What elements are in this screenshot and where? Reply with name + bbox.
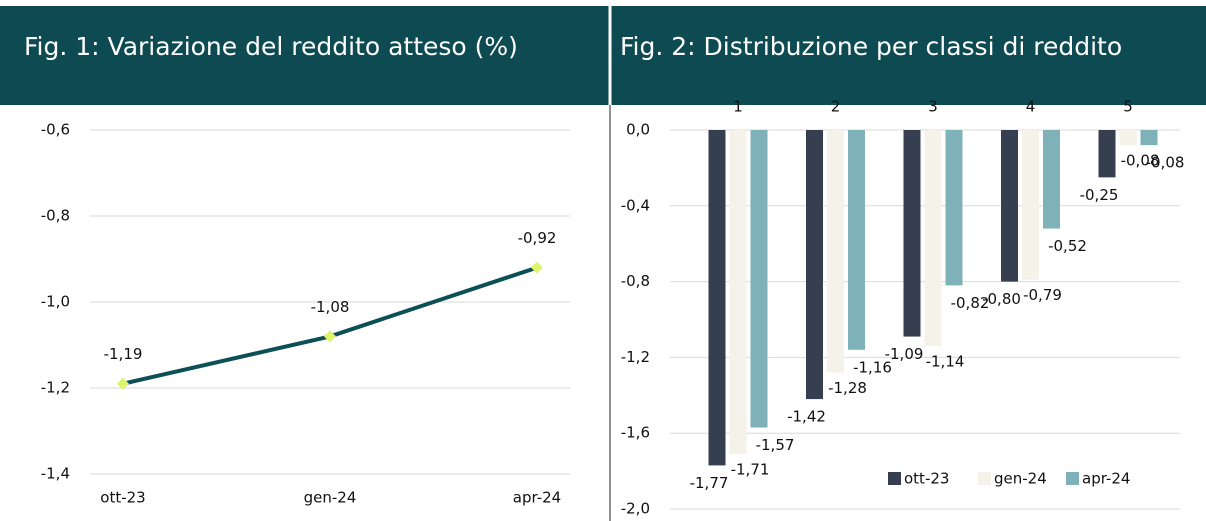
data-label: -0,80 bbox=[982, 290, 1021, 308]
chart-title: Fig. 2: Distribuzione per classi di redd… bbox=[620, 32, 1122, 61]
bar bbox=[1022, 130, 1039, 280]
y-tick-label: -1,6 bbox=[621, 424, 650, 442]
y-tick-label: 0,0 bbox=[626, 121, 650, 139]
chart-title: Fig. 1: Variazione del reddito atteso (%… bbox=[24, 32, 518, 61]
data-label: -1,19 bbox=[104, 345, 143, 363]
x-tick-label: 3 bbox=[928, 98, 938, 116]
y-tick-label: -0,8 bbox=[621, 272, 650, 290]
y-tick-label: -2,0 bbox=[621, 500, 650, 518]
bar bbox=[708, 130, 726, 466]
data-label: -1,09 bbox=[885, 345, 924, 363]
bar bbox=[848, 130, 865, 350]
x-tick-label: apr-24 bbox=[513, 489, 561, 507]
bar bbox=[903, 130, 921, 337]
data-label: -0,79 bbox=[1023, 286, 1062, 304]
legend-swatch bbox=[888, 472, 901, 485]
bar bbox=[1043, 130, 1060, 229]
bar bbox=[806, 130, 823, 400]
data-label: -1,08 bbox=[311, 298, 350, 316]
bar bbox=[945, 130, 963, 286]
marker bbox=[324, 330, 336, 343]
x-tick-label: 2 bbox=[831, 98, 841, 116]
bar bbox=[750, 130, 768, 428]
data-label: -1,71 bbox=[731, 461, 770, 479]
legend-swatch bbox=[978, 472, 991, 485]
x-tick-label: gen-24 bbox=[304, 489, 357, 507]
data-label: -1,57 bbox=[756, 436, 795, 454]
data-label: -0,25 bbox=[1080, 186, 1119, 204]
legend-label: apr-24 bbox=[1082, 470, 1130, 488]
bar bbox=[924, 130, 942, 347]
x-tick-label: 1 bbox=[733, 98, 743, 116]
data-label: -0,92 bbox=[518, 229, 557, 247]
x-tick-label: 5 bbox=[1123, 98, 1133, 116]
marker bbox=[117, 377, 129, 390]
data-label: -0,08 bbox=[1146, 154, 1185, 172]
data-label: -0,52 bbox=[1048, 237, 1087, 255]
marker bbox=[531, 261, 543, 274]
legend-swatch bbox=[1066, 472, 1079, 485]
data-label: -1,42 bbox=[787, 408, 826, 426]
bar bbox=[729, 130, 747, 455]
y-tick-label: -1,4 bbox=[41, 465, 70, 483]
data-label: -0,08 bbox=[1121, 152, 1160, 170]
data-label: -1,16 bbox=[853, 358, 892, 376]
y-tick-label: -1,0 bbox=[41, 293, 70, 311]
y-tick-label: -0,8 bbox=[41, 207, 70, 225]
bar bbox=[827, 130, 844, 373]
line bbox=[122, 265, 538, 386]
y-tick-label: -0,6 bbox=[41, 121, 70, 139]
data-label: -0,82 bbox=[951, 294, 990, 312]
bar bbox=[1140, 130, 1158, 146]
legend-label: gen-24 bbox=[994, 470, 1047, 488]
bar bbox=[1001, 130, 1018, 282]
x-tick-label: 4 bbox=[1026, 98, 1036, 116]
data-label: -1,28 bbox=[828, 379, 867, 397]
y-tick-label: -0,4 bbox=[621, 196, 650, 214]
bar bbox=[1119, 130, 1137, 146]
y-tick-label: -1,2 bbox=[621, 348, 650, 366]
bar bbox=[1098, 130, 1116, 178]
legend-label: ott-23 bbox=[904, 470, 949, 488]
x-tick-label: ott-23 bbox=[100, 489, 145, 507]
data-label: -1,77 bbox=[690, 474, 729, 492]
header-band bbox=[0, 6, 1206, 105]
data-label: -1,14 bbox=[926, 353, 965, 371]
y-tick-label: -1,2 bbox=[41, 379, 70, 397]
